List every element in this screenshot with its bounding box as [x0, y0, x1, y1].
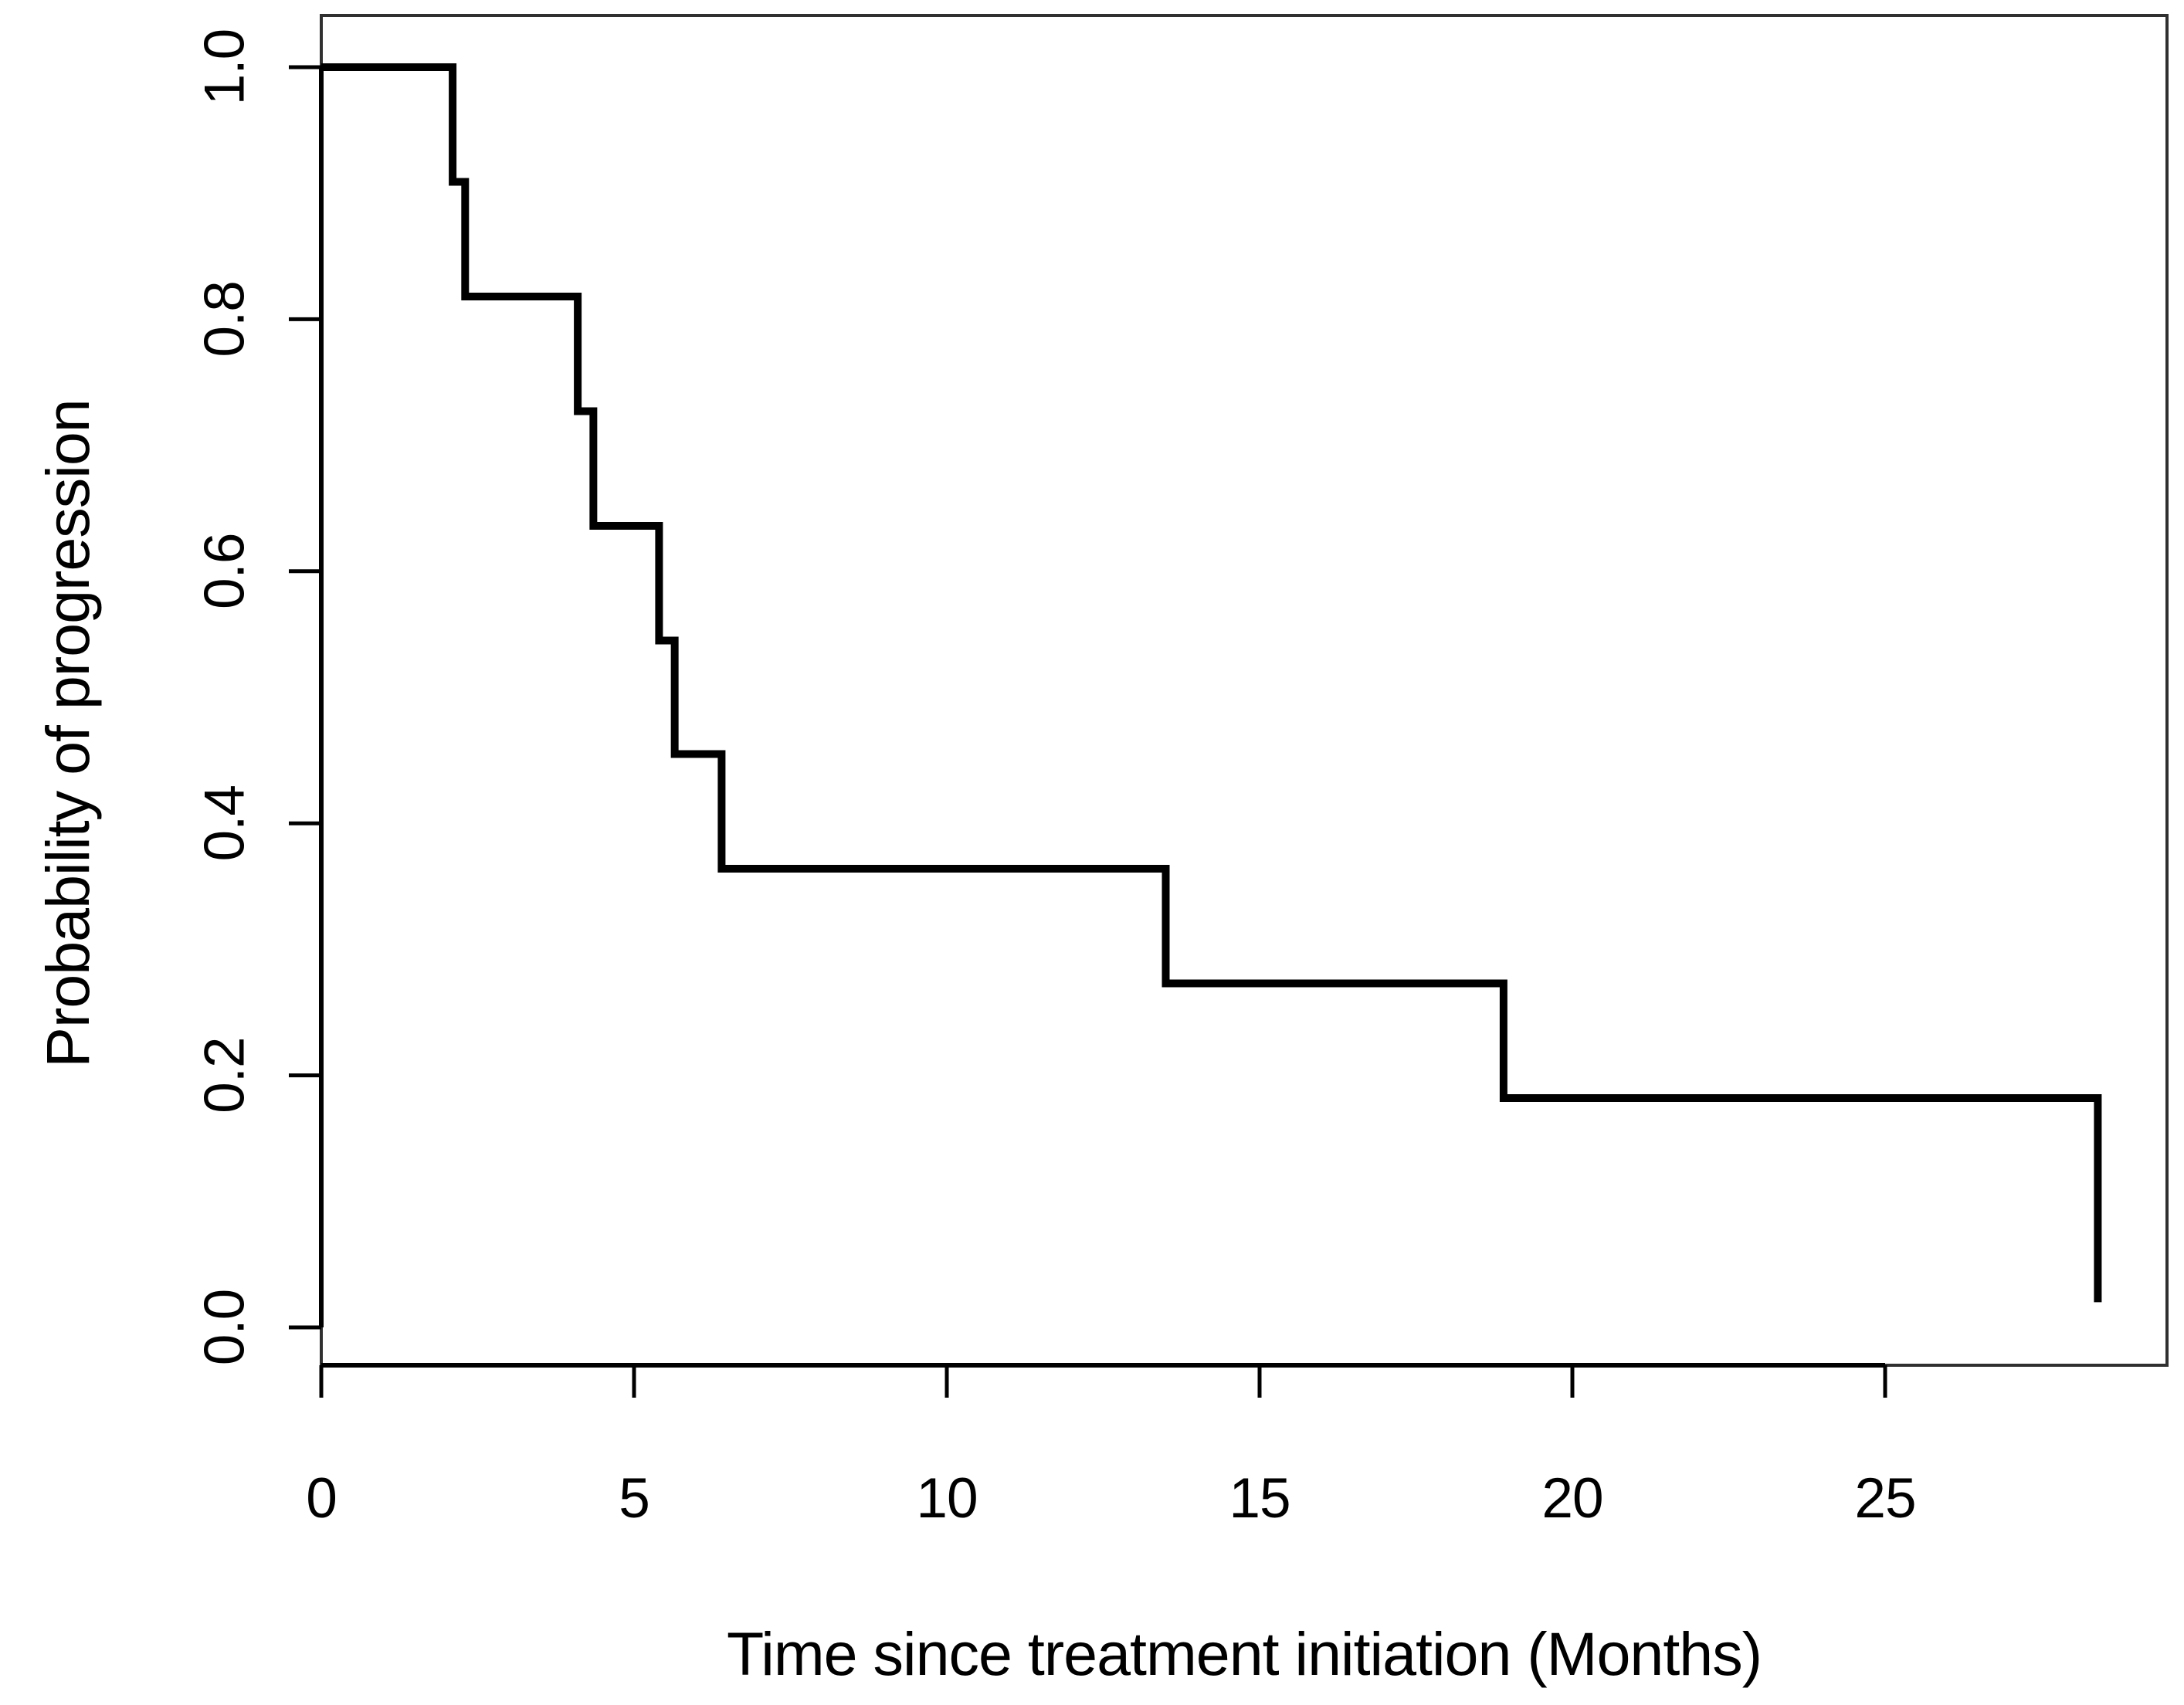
y-axis-title: Probability of progression: [33, 399, 102, 1068]
y-tick-label: 0.2: [193, 1037, 256, 1113]
y-tick-label: 0.0: [193, 1290, 256, 1365]
x-tick-label: 15: [1229, 1467, 1290, 1530]
y-tick-label: 0.6: [193, 534, 256, 609]
y-tick-label: 0.4: [193, 785, 256, 861]
y-tick-label: 1.0: [193, 29, 256, 105]
plot-box: [320, 14, 2169, 1367]
x-axis-title: Time since treatment initiation (Months): [726, 1619, 1762, 1688]
x-tick-label: 10: [916, 1467, 977, 1530]
y-tick-label: 0.8: [193, 281, 256, 357]
survival-step-curve: [321, 63, 2102, 1303]
x-tick-label: 5: [619, 1467, 649, 1530]
x-tick-label: 20: [1541, 1467, 1602, 1530]
x-tick-label: 0: [306, 1467, 337, 1530]
x-tick-label: 25: [1854, 1467, 1915, 1530]
